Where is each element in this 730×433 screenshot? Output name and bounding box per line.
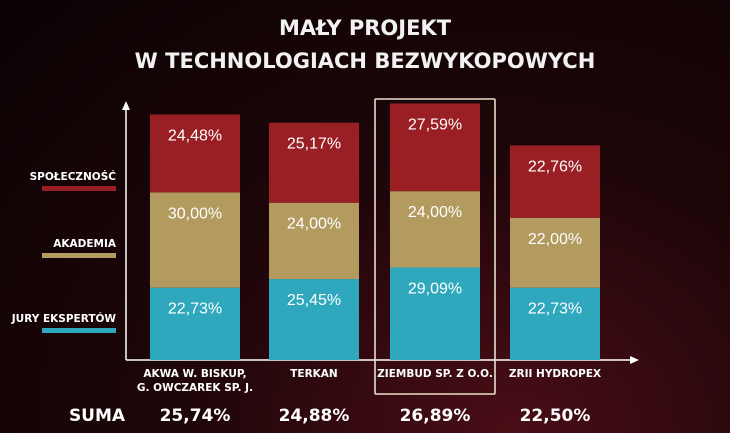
bar-segment-2-2: [390, 103, 480, 192]
category-label-0-0: AKWA W. BISKUP,: [143, 368, 246, 380]
bar-segment-0-1: [269, 279, 359, 360]
bar-label-0-3: 22,73%: [528, 301, 582, 318]
chart-title-line-1: MAŁY PROJEKT: [278, 16, 452, 40]
bar-label-0-1: 25,45%: [287, 292, 341, 309]
chart-title-line-2: W TECHNOLOGIACH BEZWYKOPOWYCH: [134, 49, 596, 73]
bar-label-2-1: 25,17%: [287, 136, 341, 153]
category-label-1-0: TERKAN: [290, 368, 337, 380]
bar-segment-0-2: [390, 267, 480, 360]
bar-segment-2-1: [269, 122, 359, 203]
highlight-box: [374, 98, 496, 395]
category-label-3-0: ZRII HYDROPEX: [509, 368, 601, 380]
bar-segment-1-2: [390, 191, 480, 268]
category-label-2-0: ZIEMBUD SP. Z O.O.: [377, 368, 493, 380]
sum-label: SUMA: [69, 406, 126, 426]
bar-segment-1-3: [510, 217, 600, 288]
bar-label-2-0: 24,48%: [168, 127, 222, 144]
legend-swatch-0: [42, 328, 116, 333]
sum-value-1: 24,88%: [279, 406, 350, 426]
category-label-0-1: G. OWCZAREK SP. J.: [137, 382, 253, 394]
legend-swatch-1: [42, 253, 116, 258]
bar-label-1-0: 30,00%: [168, 205, 222, 222]
legend-label-2: SPOŁECZNOŚĆ: [30, 170, 117, 183]
bar-segment-1-0: [150, 192, 240, 288]
legend-label-0: JURY EKSPERTÓW: [11, 312, 117, 325]
sum-value-0: 25,74%: [160, 406, 231, 426]
bar-label-2-3: 22,76%: [528, 158, 582, 175]
sum-value-2: 26,89%: [400, 406, 471, 426]
bar-segment-2-0: [150, 114, 240, 193]
bar-label-2-2: 27,59%: [408, 116, 462, 133]
bar-segment-1-1: [269, 202, 359, 280]
x-axis-arrow: [630, 356, 639, 364]
bar-label-0-0: 22,73%: [168, 301, 222, 318]
bar-segment-0-3: [510, 287, 600, 360]
legend-swatch-2: [42, 186, 116, 191]
legend-label-1: AKADEMIA: [53, 238, 117, 250]
bar-label-1-2: 24,00%: [408, 204, 462, 221]
bar-label-1-1: 24,00%: [287, 216, 341, 233]
y-axis-arrow: [122, 101, 130, 110]
bar-label-0-2: 29,09%: [408, 280, 462, 297]
sum-value-3: 22,50%: [520, 406, 591, 426]
bar-segment-2-3: [510, 145, 600, 218]
bar-label-1-3: 22,00%: [528, 231, 582, 248]
bar-segment-0-0: [150, 287, 240, 360]
